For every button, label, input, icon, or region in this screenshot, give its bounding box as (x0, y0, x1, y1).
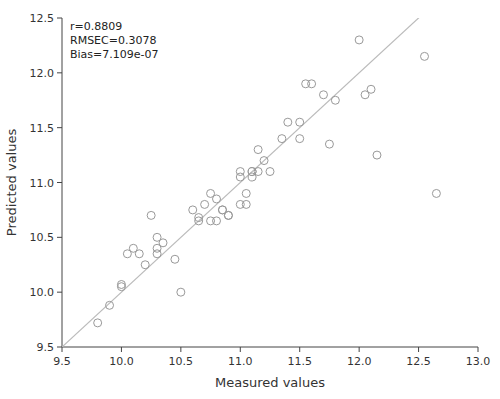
x-tick-label: 11.5 (287, 355, 312, 368)
y-tick (57, 18, 62, 19)
y-tick-label: 12.0 (30, 67, 55, 80)
plot-area (62, 18, 478, 347)
scatter-point (242, 189, 250, 197)
chart: 9.5 10.0 10.5 11.0 11.5 12.0 12.5 13.0 9.5 10.0 10… (0, 0, 500, 399)
x-tick (240, 347, 241, 352)
scatter-point (135, 250, 143, 258)
y-tick-label: 11.0 (30, 177, 55, 190)
x-tick-label: 12.5 (406, 355, 431, 368)
x-tick-label: 11.0 (228, 355, 253, 368)
y-tick (57, 72, 62, 73)
annotation-line: RMSEC=0.3078 (70, 34, 156, 47)
scatter-point (260, 157, 268, 165)
scatter-point (278, 135, 286, 143)
scatter-point (236, 173, 244, 181)
scatter-point (195, 214, 203, 222)
scatter-point (284, 118, 292, 126)
x-tick (359, 347, 360, 352)
scatter-point (106, 301, 114, 309)
scatter-point (254, 146, 262, 154)
x-tick-label: 9.5 (53, 355, 71, 368)
x-tick-label: 12.0 (347, 355, 372, 368)
scatter-point (319, 91, 327, 99)
x-tick (418, 347, 419, 352)
x-axis-line (62, 347, 478, 348)
annotation: r=0.8809RMSEC=0.3078Bias=7.109e-07 (70, 20, 159, 61)
y-tick-label: 10.5 (30, 231, 55, 244)
y-axis-label: Predicted values (4, 129, 19, 237)
scatter-point (355, 36, 363, 44)
scatter-point (308, 80, 316, 88)
scatter-point (218, 206, 226, 214)
scatter-point (153, 244, 161, 252)
scatter-point (266, 168, 274, 176)
y-tick (57, 237, 62, 238)
x-tick-label: 13.0 (466, 355, 491, 368)
scatter-point (296, 135, 304, 143)
scatter-point (147, 211, 155, 219)
scatter-point (189, 206, 197, 214)
scatter-point (207, 189, 215, 197)
x-tick-label: 10.5 (169, 355, 194, 368)
y-axis: 9.5 10.0 10.5 11.0 11.5 12.0 12.5 (30, 12, 63, 354)
annotation-line: Bias=7.109e-07 (70, 48, 159, 61)
scatter-point (94, 319, 102, 327)
x-tick (299, 347, 300, 352)
y-tick-label: 10.0 (30, 286, 55, 299)
y-tick-label: 12.5 (30, 12, 55, 25)
scatter-point (254, 168, 262, 176)
scatter-point (325, 140, 333, 148)
scatter-point (367, 85, 375, 93)
x-tick (62, 347, 63, 352)
reference-line (62, 18, 478, 347)
y-tick-label: 11.5 (30, 122, 55, 135)
scatter-point (421, 52, 429, 60)
x-axis-label: Measured values (215, 375, 325, 390)
y-tick (57, 182, 62, 183)
scatter-point (141, 261, 149, 269)
y-tick-label: 9.5 (37, 341, 55, 354)
x-tick (121, 347, 122, 352)
scatter-point (177, 288, 185, 296)
scatter-point (331, 96, 339, 104)
scatter-point (218, 206, 226, 214)
scatter-point (242, 200, 250, 208)
scatter-point (373, 151, 381, 159)
x-tick (478, 347, 479, 352)
annotation-line: r=0.8809 (70, 20, 122, 33)
scatter-point (201, 200, 209, 208)
x-axis: 9.5 10.0 10.5 11.0 11.5 12.0 12.5 13.0 (53, 347, 490, 368)
scatter-point (296, 118, 304, 126)
y-tick (57, 292, 62, 293)
x-tick-label: 10.0 (109, 355, 134, 368)
scatter-point (171, 255, 179, 263)
scatter-point (213, 217, 221, 225)
y-tick (57, 127, 62, 128)
scatter-point (432, 189, 440, 197)
y-tick (57, 347, 62, 348)
scatter-point (117, 280, 125, 288)
x-tick (180, 347, 181, 352)
